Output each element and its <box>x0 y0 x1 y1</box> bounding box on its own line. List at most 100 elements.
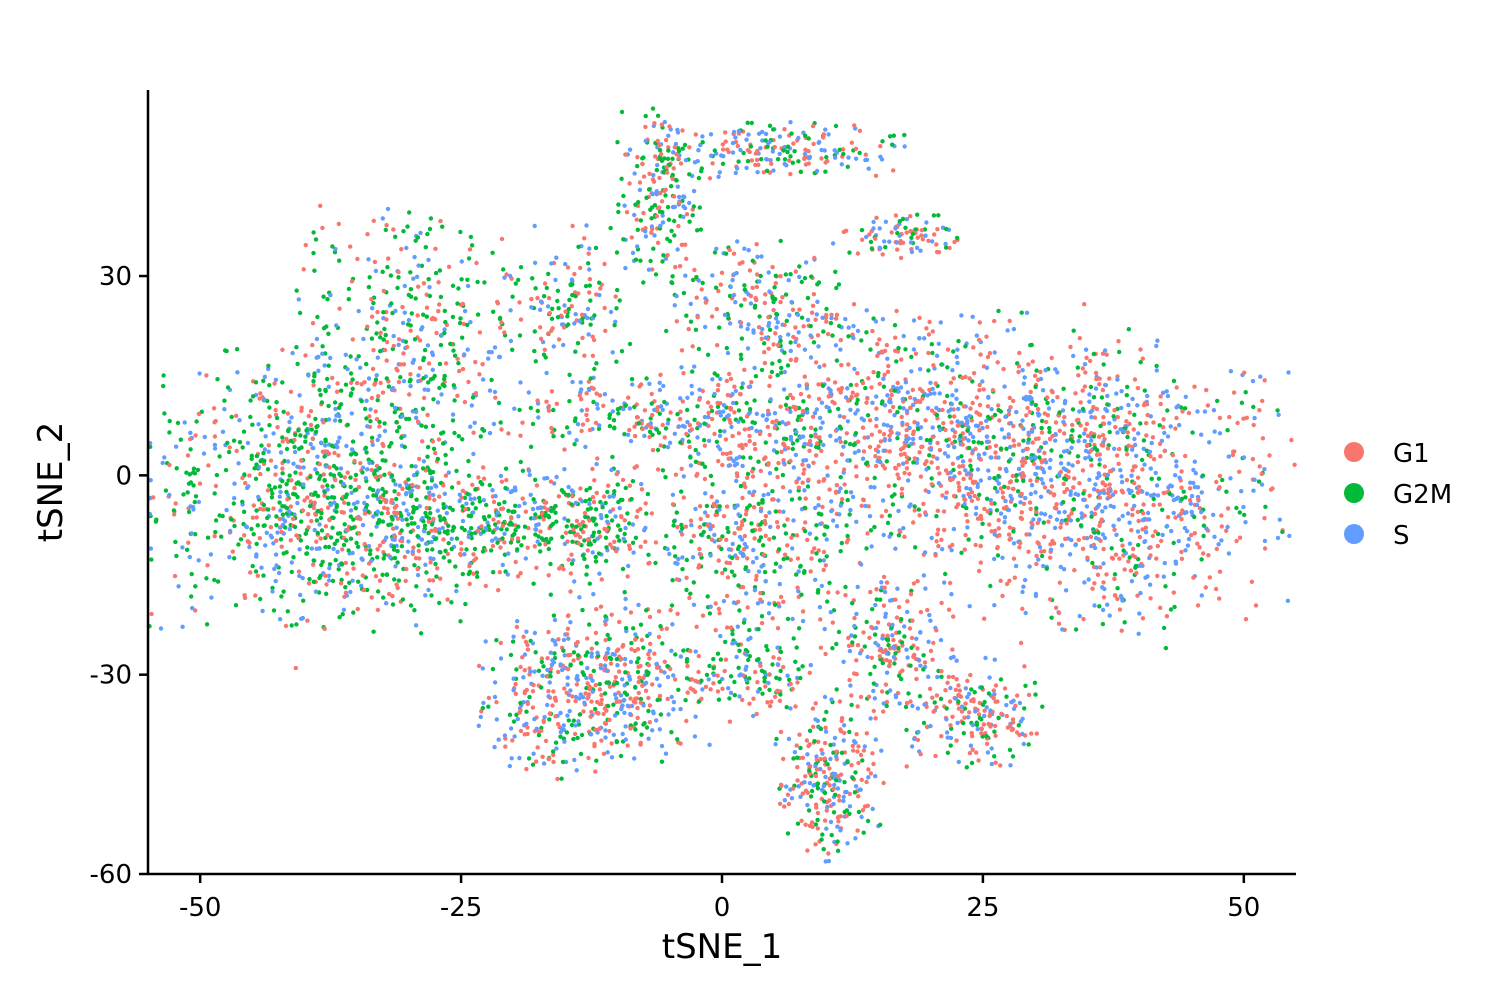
point-g2m <box>796 159 801 164</box>
point-s <box>431 492 436 498</box>
point-g2m <box>449 600 454 605</box>
point-g2m <box>654 167 659 173</box>
point-g1 <box>860 425 866 430</box>
point-s <box>773 316 779 321</box>
point-s <box>278 450 284 455</box>
point-s <box>403 491 409 497</box>
point-g2m <box>303 434 308 439</box>
point-g2m <box>506 508 511 513</box>
point-g2m <box>314 518 320 523</box>
point-s <box>819 400 825 405</box>
point-g1 <box>333 477 338 483</box>
point-s <box>688 463 694 468</box>
point-g1 <box>310 321 316 326</box>
point-g2m <box>262 458 267 463</box>
point-g1 <box>849 140 854 145</box>
point-g2m <box>1160 507 1165 512</box>
point-g2m <box>213 529 218 535</box>
point-g1 <box>582 353 587 358</box>
point-s <box>763 131 769 137</box>
point-g2m <box>1239 400 1245 405</box>
point-s <box>1251 488 1256 493</box>
point-s <box>1022 495 1028 501</box>
point-s <box>228 528 233 534</box>
point-s <box>538 505 543 511</box>
point-s <box>1047 465 1053 471</box>
point-g1 <box>702 476 708 482</box>
point-s <box>1162 430 1167 436</box>
point-g2m <box>266 507 271 512</box>
point-g1 <box>715 343 720 348</box>
point-g2m <box>593 559 599 564</box>
point-g2m <box>280 435 285 440</box>
point-g2m <box>359 398 364 404</box>
point-s <box>208 552 214 557</box>
point-g2m <box>657 148 663 153</box>
point-g1 <box>362 511 368 516</box>
point-g2m <box>448 341 453 347</box>
point-s <box>423 562 428 567</box>
point-g1 <box>1119 628 1124 633</box>
point-s <box>158 626 164 631</box>
point-g1 <box>205 563 210 568</box>
point-g2m <box>785 556 790 561</box>
point-g2m <box>868 528 874 533</box>
point-g2m <box>426 277 431 282</box>
point-s <box>368 407 373 412</box>
point-s <box>964 485 969 491</box>
point-g2m <box>389 301 394 306</box>
point-g2m <box>424 547 430 553</box>
point-s <box>1068 518 1074 523</box>
point-g1 <box>577 393 582 398</box>
point-s <box>1173 473 1178 478</box>
point-g2m <box>421 519 426 524</box>
point-g1 <box>466 379 471 385</box>
point-g1 <box>540 511 545 516</box>
point-g1 <box>1244 415 1250 420</box>
point-g1 <box>268 458 274 463</box>
point-s <box>1083 347 1089 352</box>
point-g1 <box>771 342 776 347</box>
point-s <box>1025 440 1031 445</box>
point-s <box>658 404 664 409</box>
point-s <box>277 494 282 499</box>
point-g2m <box>758 273 763 279</box>
point-s <box>1107 421 1112 426</box>
point-s <box>914 460 919 465</box>
point-g1 <box>1130 507 1135 512</box>
point-s <box>1040 481 1046 486</box>
point-g2m <box>267 423 272 428</box>
point-g1 <box>1206 553 1211 558</box>
point-g1 <box>742 367 747 372</box>
point-s <box>881 376 886 381</box>
point-s <box>366 544 372 549</box>
point-s <box>885 356 890 361</box>
point-s <box>702 414 708 420</box>
point-s <box>708 132 714 137</box>
point-s <box>789 299 794 305</box>
point-s <box>989 407 994 412</box>
point-g2m <box>811 340 817 345</box>
point-s <box>570 379 575 385</box>
point-s <box>1035 465 1040 470</box>
point-s <box>805 317 811 323</box>
point-s <box>925 393 930 398</box>
point-g2m <box>1142 388 1148 393</box>
point-g2m <box>418 631 424 636</box>
point-g1 <box>890 404 896 410</box>
point-s <box>380 216 385 221</box>
point-g2m <box>588 542 593 547</box>
point-g2m <box>460 437 465 442</box>
point-g1 <box>950 441 955 446</box>
point-g2m <box>712 250 718 255</box>
point-s <box>946 443 951 448</box>
point-g2m <box>710 482 715 487</box>
point-g1 <box>471 558 477 563</box>
point-g1 <box>302 498 307 503</box>
point-s <box>1063 467 1069 473</box>
point-g2m <box>570 539 575 544</box>
point-g1 <box>750 469 755 474</box>
point-g1 <box>624 210 630 215</box>
point-s <box>176 584 181 589</box>
point-s <box>585 315 590 321</box>
